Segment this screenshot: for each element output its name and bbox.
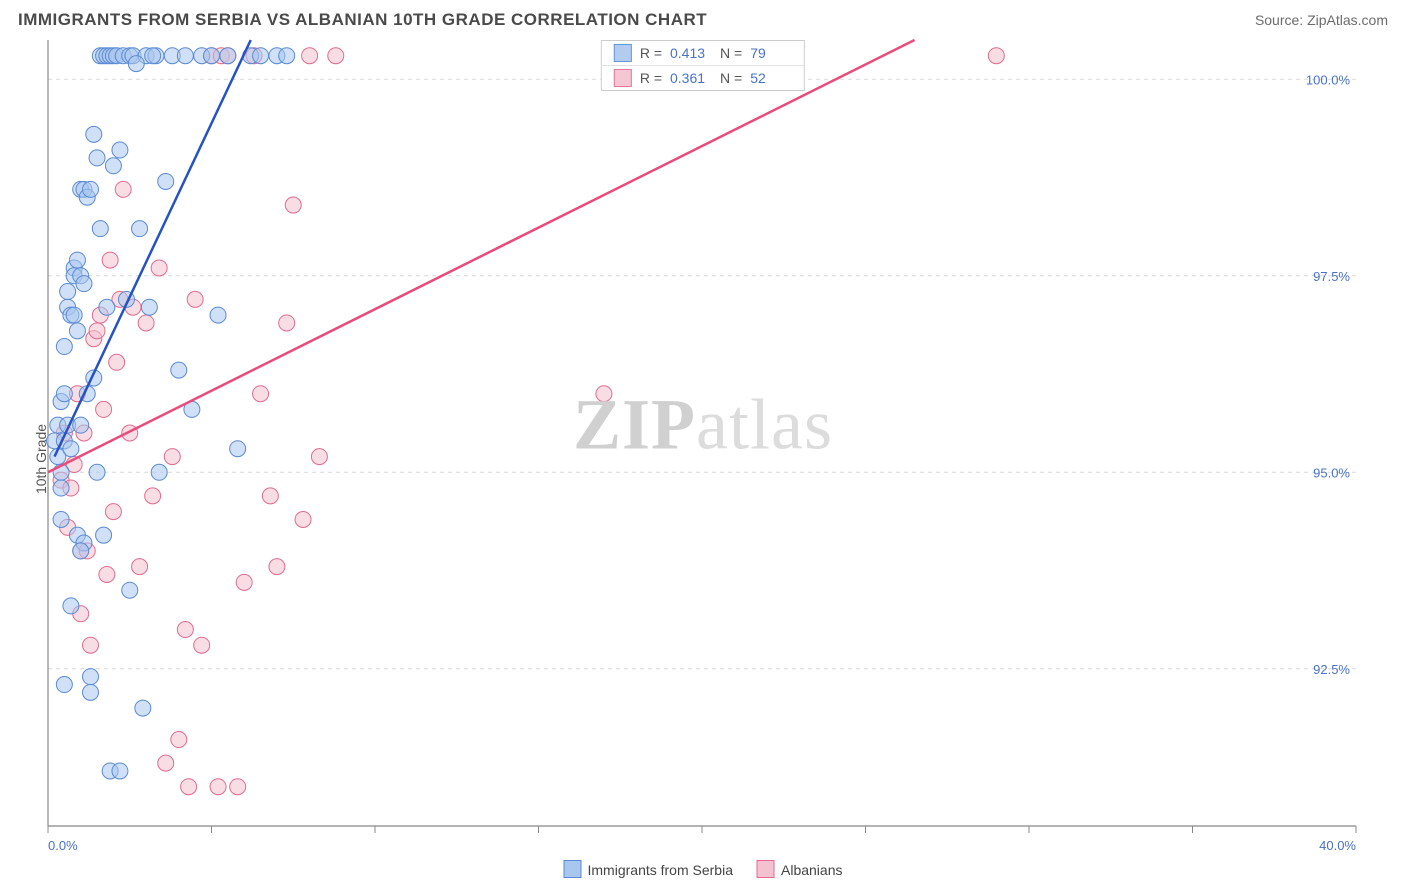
legend-r-label: R =	[640, 45, 662, 61]
legend-n-value: 52	[750, 70, 792, 86]
legend-swatch	[614, 44, 632, 62]
svg-text:97.5%: 97.5%	[1313, 269, 1350, 284]
source-label: Source: ZipAtlas.com	[1255, 12, 1388, 28]
svg-text:92.5%: 92.5%	[1313, 662, 1350, 677]
legend-n-label: N =	[720, 70, 742, 86]
footer-legend-item-serbia: Immigrants from Serbia	[564, 860, 733, 878]
footer-legend-label: Immigrants from Serbia	[588, 862, 733, 878]
legend-row-serbia: R = 0.413 N = 79	[602, 41, 804, 65]
series-legend: Immigrants from Serbia Albanians	[564, 860, 843, 878]
correlation-legend: R = 0.413 N = 79 R = 0.361 N = 52	[601, 40, 805, 91]
legend-swatch	[757, 860, 775, 878]
footer-legend-item-albania: Albanians	[757, 860, 843, 878]
svg-text:100.0%: 100.0%	[1306, 72, 1351, 87]
footer-legend-label: Albanians	[781, 862, 843, 878]
y-axis-label: 10th Grade	[33, 424, 49, 494]
svg-text:0.0%: 0.0%	[48, 838, 78, 853]
legend-n-value: 79	[750, 45, 792, 61]
legend-swatch	[564, 860, 582, 878]
chart-container: ZIPatlas 92.5%95.0%97.5%100.0%0.0%40.0% …	[0, 36, 1406, 882]
scatter-chart: 92.5% 95.0% 97.5% 100.0% 0.0% 40.0%	[0, 36, 1406, 882]
legend-swatch	[614, 69, 632, 87]
svg-text:40.0%: 40.0%	[1319, 838, 1356, 853]
source-value: ZipAtlas.com	[1307, 12, 1388, 28]
page-title: IMMIGRANTS FROM SERBIA VS ALBANIAN 10TH …	[18, 10, 707, 30]
source-prefix: Source:	[1255, 12, 1307, 28]
legend-r-value: 0.361	[670, 70, 712, 86]
legend-n-label: N =	[720, 45, 742, 61]
svg-text:95.0%: 95.0%	[1313, 465, 1350, 480]
legend-r-label: R =	[640, 70, 662, 86]
legend-row-albania: R = 0.361 N = 52	[602, 65, 804, 90]
legend-r-value: 0.413	[670, 45, 712, 61]
